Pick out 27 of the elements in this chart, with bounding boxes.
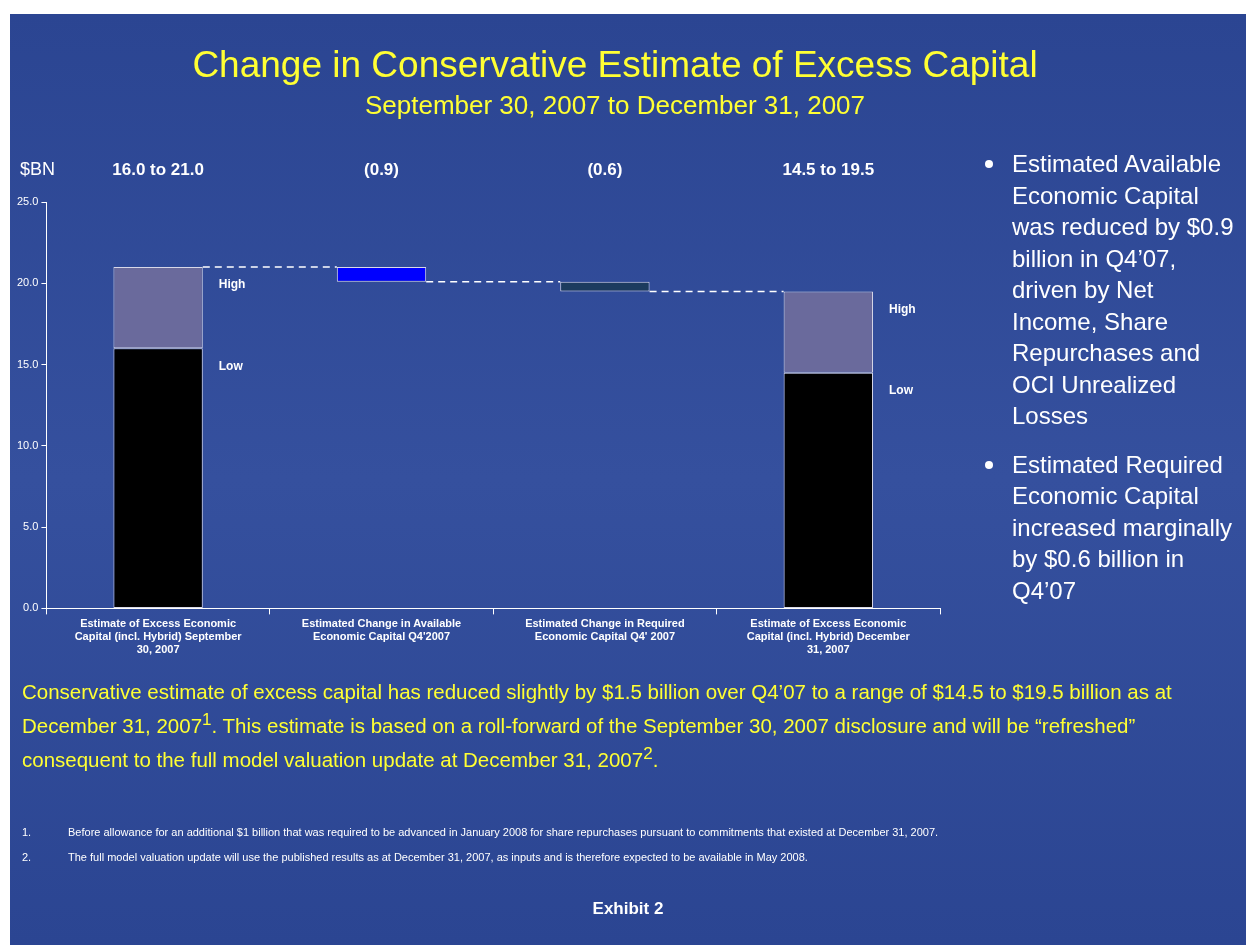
x-tick-label: Estimate of Excess Economic Capital (incl. Hybrid) December 31, 2007: [746, 617, 911, 656]
text: 2. The full model valuation update will use the published results as at December 31, 2007, as inputs and is therefore expected to be available in May 2008.: [22, 851, 808, 863]
text: Low: [888, 383, 913, 397]
text: Conservative estimate of excess capital has reduced slightly by $1.5 billion over Q4’07 to a range of $14.5 to $19.5 billion as at December 31, 2007$^{1}$. This estimate is based on a roll-forward of the September 30, 2007 disclosure and will be “refreshed” consequent to the full model valuation update at December 31, 2007$^{2}$.: [22, 679, 1173, 773]
y-axis-title: $BN: [20, 158, 56, 179]
text: 14.5 to 19.5: [782, 159, 875, 179]
x-tick-label: Estimated Change in Required Economic Capital Q4' 2007: [525, 617, 685, 643]
text: Exhibit 2: [591, 899, 665, 919]
series-label: High: [218, 277, 246, 292]
text: (0.6): [587, 159, 623, 179]
y-tick-label: 15.0: [16, 357, 39, 370]
text: Estimated Required Economic Capital increased marginally by $0.6 billion in Q4’07: [1012, 450, 1233, 604]
text: 1. Before allowance for an additional $1 billion that was required to be advanced in January 2008 for share repurchases pursuant to commitments that existed at December 31, 2007.: [22, 826, 939, 838]
x-tick-label: Estimated Change in Available Economic Capital Q4'2007: [301, 617, 462, 643]
text: Estimated Available Economic Capital was reduced by $0.9 billion in Q4’07, driven by Net Income, Share Repurchases and OCI Unrealized Losses: [1012, 150, 1234, 429]
y-tick-label: 20.0: [16, 276, 39, 289]
y-tick-label: 25.0: [16, 195, 39, 208]
x-tick-label: Estimate of Excess Economic Capital (incl. Hybrid) September 30, 2007: [74, 617, 243, 656]
text: 16.0 to 21.0: [112, 159, 204, 179]
y-tick-label: 5.0: [23, 520, 39, 533]
y-tick-label: 10.0: [16, 438, 39, 451]
chart-subtitle: September 30, 2007 to December 31, 2007: [363, 90, 867, 121]
text: High: [888, 301, 916, 316]
text: (0.9): [364, 159, 399, 179]
y-tick-label: 0.0: [23, 601, 39, 614]
series-label: Low: [218, 358, 244, 373]
chart-title: Change in Conservative Estimate of Excess Capital: [191, 44, 1039, 86]
